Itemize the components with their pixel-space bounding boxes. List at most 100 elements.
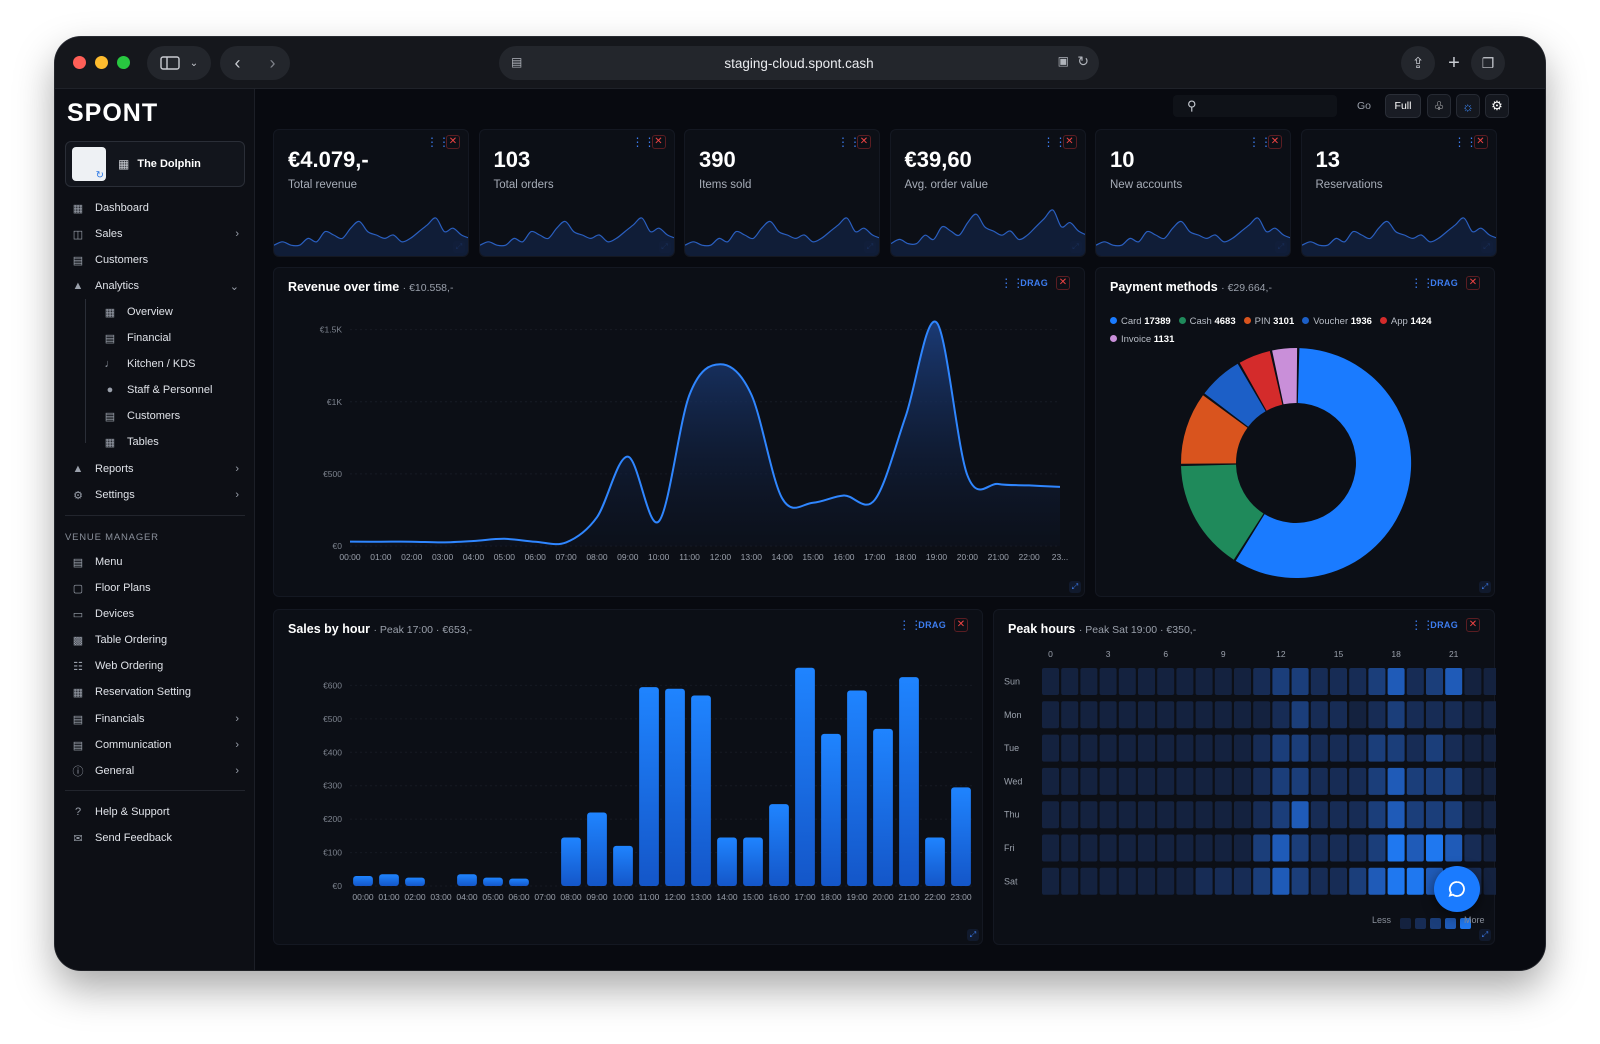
heat-cell[interactable] [1195,867,1213,895]
grip-icon[interactable]: ⋮⋮ [837,135,861,149]
heat-cell[interactable] [1272,834,1290,862]
heat-cell[interactable] [1138,801,1155,829]
heat-cell[interactable] [1253,668,1271,695]
sidebar-item-overview[interactable]: ▦ Overview [103,301,239,323]
heat-cell[interactable] [1176,734,1194,762]
heat-cell[interactable] [1157,801,1175,829]
heat-cell[interactable] [1157,834,1175,862]
drag-handle[interactable]: DRAG [918,620,946,630]
heat-cell[interactable] [1464,767,1482,795]
heat-cell[interactable] [1330,734,1347,762]
heat-cell[interactable] [1118,701,1136,729]
heat-cell[interactable] [1042,801,1059,829]
heat-cell[interactable] [1042,734,1059,762]
heat-cell[interactable] [1253,734,1271,762]
bar[interactable] [405,877,425,886]
heat-cell[interactable] [1234,701,1251,729]
donut-slice[interactable] [1204,363,1266,427]
heat-cell[interactable] [1291,767,1309,795]
heat-cell[interactable] [1445,834,1463,862]
bar[interactable] [925,837,945,886]
heat-cell[interactable] [1118,801,1136,829]
heat-cell[interactable] [1061,767,1079,795]
heat-cell[interactable] [1176,834,1194,862]
heat-cell[interactable] [1080,867,1098,895]
heat-cell[interactable] [1138,767,1155,795]
donut-slice[interactable] [1180,395,1248,464]
address-bar[interactable]: ▤ staging-cloud.spont.cash ▣ ↻ [499,46,1099,80]
heat-cell[interactable] [1080,767,1098,795]
heat-cell[interactable] [1483,867,1496,895]
sidebar-item-tables[interactable]: ▦ Tables [103,431,239,453]
heat-cell[interactable] [1330,867,1347,895]
heat-cell[interactable] [1080,668,1098,695]
sidebar-item-floor-plans[interactable]: ▢ Floor Plans [71,577,239,599]
heat-cell[interactable] [1368,867,1386,895]
heat-cell[interactable] [1118,668,1136,695]
remove-widget-button[interactable]: ✕ [651,135,666,149]
heat-cell[interactable] [1138,867,1155,895]
heat-cell[interactable] [1483,734,1496,762]
heat-cell[interactable] [1387,734,1405,762]
heat-cell[interactable] [1253,801,1271,829]
grip-icon[interactable]: ⋮⋮ [1042,135,1067,149]
bar[interactable] [691,695,711,886]
heat-cell[interactable] [1253,867,1271,895]
heat-cell[interactable] [1387,668,1405,695]
heat-cell[interactable] [1426,668,1443,695]
heat-cell[interactable] [1042,834,1059,862]
heat-cell[interactable] [1426,801,1443,829]
sidebar-item-help[interactable]: ? Help & Support [71,801,239,823]
heat-cell[interactable] [1426,734,1443,762]
heat-cell[interactable] [1368,801,1386,829]
heat-cell[interactable] [1406,734,1424,762]
heat-cell[interactable] [1118,867,1136,895]
heat-cell[interactable] [1483,834,1496,862]
heat-cell[interactable] [1253,701,1271,729]
heat-cell[interactable] [1234,801,1251,829]
heat-cell[interactable] [1406,834,1424,862]
heat-cell[interactable] [1310,668,1328,695]
close-window-button[interactable] [73,56,86,69]
zoom-window-button[interactable] [117,56,130,69]
heat-cell[interactable] [1099,734,1117,762]
heat-cell[interactable] [1445,668,1463,695]
bar[interactable] [899,677,919,886]
remove-widget-button[interactable]: ✕ [1473,135,1488,149]
grip-icon[interactable]: ⋮⋮ [1248,135,1272,149]
heat-cell[interactable] [1349,668,1367,695]
heat-cell[interactable] [1042,767,1059,795]
heat-cell[interactable] [1253,834,1271,862]
chat-button[interactable] [1434,866,1480,912]
heat-cell[interactable] [1099,767,1117,795]
donut-slice[interactable] [1181,464,1264,560]
search-input[interactable] [1202,100,1323,112]
heat-cell[interactable] [1330,668,1347,695]
heat-cell[interactable] [1445,734,1463,762]
bar[interactable] [561,837,581,886]
heat-cell[interactable] [1234,668,1251,695]
heat-cell[interactable] [1118,834,1136,862]
heat-cell[interactable] [1234,834,1251,862]
bar[interactable] [639,687,659,886]
bar[interactable] [509,878,529,886]
heat-cell[interactable] [1138,668,1155,695]
heat-cell[interactable] [1099,668,1117,695]
sidebar-item-dashboard[interactable]: ▦ Dashboard [71,197,239,219]
settings-button[interactable]: ⚙ [1485,94,1509,118]
heat-cell[interactable] [1387,801,1405,829]
heat-cell[interactable] [1291,867,1309,895]
remove-widget-button[interactable]: ✕ [1466,276,1480,290]
sidebar-item-analytics[interactable]: ▲ Analytics ⌄ [71,275,239,297]
new-tab-button[interactable]: + [1437,46,1471,80]
bar[interactable] [951,787,971,886]
heat-cell[interactable] [1080,801,1098,829]
heat-cell[interactable] [1483,701,1496,729]
bar[interactable] [795,667,815,886]
heat-cell[interactable] [1406,801,1424,829]
remove-widget-button[interactable]: ✕ [857,135,871,149]
heat-cell[interactable] [1195,701,1213,729]
heat-cell[interactable] [1234,767,1251,795]
heat-cell[interactable] [1042,867,1059,895]
heat-cell[interactable] [1445,767,1463,795]
